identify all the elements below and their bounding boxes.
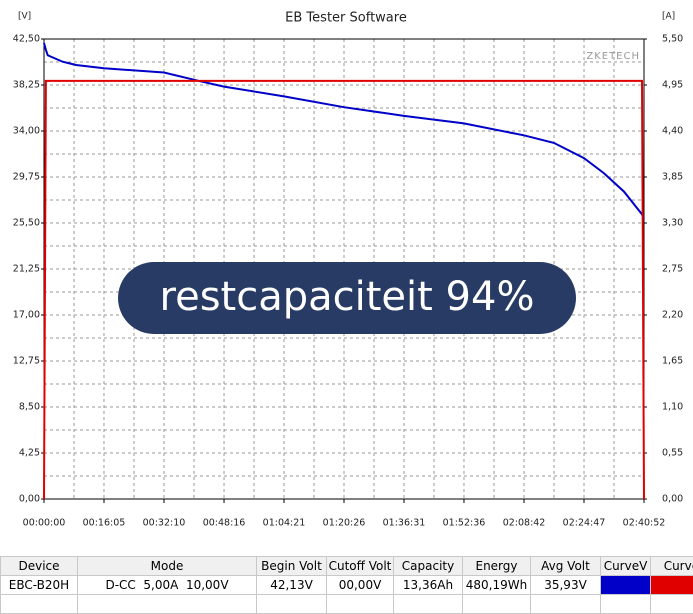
cell: 42,13V [257, 576, 327, 595]
y2-tick-label: 3,30 [662, 218, 683, 229]
y2-tick-label: 0,00 [662, 494, 683, 505]
y2-tick-label: 0,55 [662, 448, 683, 459]
empty-row [1, 595, 693, 614]
y2-tick-label: 2,20 [662, 310, 683, 321]
column-header: Cutoff Volt [327, 557, 394, 576]
x-tick-label: 00:48:16 [203, 518, 246, 529]
y-tick-label: 4,25 [19, 448, 40, 459]
y2-tick-label: 1,10 [662, 402, 683, 413]
x-tick-label: 02:24:47 [563, 518, 606, 529]
overlay-text: restcapaciteit 94% [160, 274, 535, 320]
y2-tick-label: 4,40 [662, 126, 683, 137]
x-tick-label: 02:08:42 [503, 518, 546, 529]
y-tick-label: 0,00 [19, 494, 40, 505]
x-tick-label: 01:20:26 [323, 518, 366, 529]
column-header: Energy [463, 557, 531, 576]
cell: D-CC 5,00A 10,00V [78, 576, 257, 595]
y-axis-label: [V] [18, 12, 31, 22]
y-tick-label: 8,50 [19, 402, 40, 413]
cell: 00,00V [327, 576, 394, 595]
x-tick-label: 01:52:36 [443, 518, 486, 529]
column-header: Avg Volt [531, 557, 601, 576]
x-tick-label: 01:04:21 [263, 518, 306, 529]
y-tick-label: 25,50 [13, 218, 40, 229]
column-header: Capacity [394, 557, 463, 576]
y2-tick-label: 2,75 [662, 264, 683, 275]
column-header: Begin Volt [257, 557, 327, 576]
chart-title: EB Tester Software [285, 11, 407, 26]
y-tick-label: 29,75 [13, 172, 40, 183]
cell: 13,36Ah [394, 576, 463, 595]
x-tick-label: 01:36:31 [383, 518, 426, 529]
cell: 35,93V [531, 576, 601, 595]
y2-tick-label: 1,65 [662, 356, 683, 367]
column-header: Mode [78, 557, 257, 576]
curve-color [651, 576, 693, 595]
y-tick-label: 17,00 [13, 310, 40, 321]
y2-axis-label: [A] [662, 12, 675, 22]
column-header: Device [1, 557, 78, 576]
cell: EBC-B20H [1, 576, 78, 595]
y2-tick-label: 4,95 [662, 80, 683, 91]
y2-tick-label: 5,50 [662, 34, 683, 45]
column-header: CurveA [651, 557, 693, 576]
overlay: restcapaciteit 94% [118, 262, 576, 334]
y2-tick-label: 3,85 [662, 172, 683, 183]
y-tick-label: 42,50 [13, 34, 40, 45]
column-header: CurveV [601, 557, 651, 576]
watermark: ZKETECH [586, 51, 640, 62]
curve-color [601, 576, 651, 595]
y-tick-label: 12,75 [13, 356, 40, 367]
x-tick-label: 00:00:00 [23, 518, 66, 529]
x-tick-label: 02:40:52 [623, 518, 666, 529]
chart: EB Tester Software [V] [A] ZKETECH 0,00 4… [0, 0, 693, 552]
y-tick-label: 34,00 [13, 126, 40, 137]
x-tick-label: 00:16:05 [83, 518, 126, 529]
cell: 480,19Wh [463, 576, 531, 595]
y-tick-label: 21,25 [13, 264, 40, 275]
x-tick-label: 00:32:10 [143, 518, 186, 529]
y-tick-label: 38,25 [13, 80, 40, 91]
